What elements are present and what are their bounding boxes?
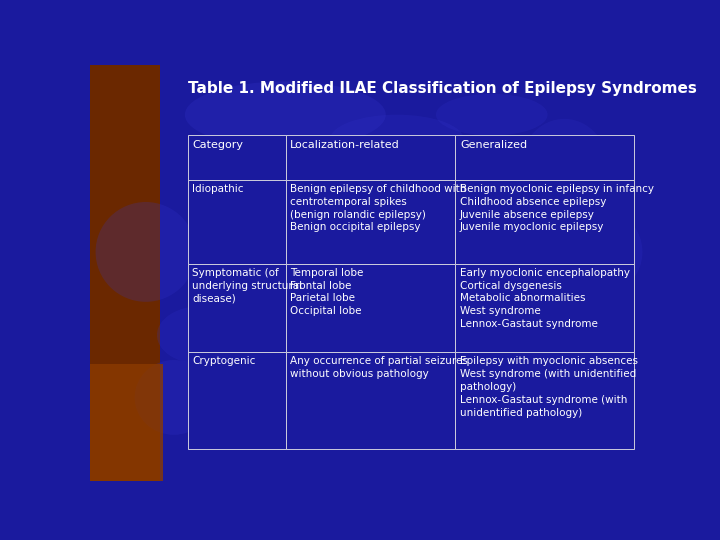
Text: Table 1. Modified ILAE Classification of Epilepsy Syndromes: Table 1. Modified ILAE Classification of…: [188, 81, 696, 96]
Text: Epilepsy with myoclonic absences
West syndrome (with unidentified
pathology)
Len: Epilepsy with myoclonic absences West sy…: [460, 356, 638, 417]
Text: Localization-related: Localization-related: [290, 140, 400, 150]
Text: Cryptogenic: Cryptogenic: [192, 356, 256, 367]
FancyBboxPatch shape: [456, 136, 634, 180]
Ellipse shape: [508, 302, 620, 368]
Text: Idiopathic: Idiopathic: [192, 184, 243, 194]
Text: Early myoclonic encephalopathy
Cortical dysgenesis
Metabolic abnormalities
West : Early myoclonic encephalopathy Cortical …: [460, 268, 630, 329]
FancyBboxPatch shape: [286, 136, 456, 180]
Ellipse shape: [96, 202, 196, 302]
FancyBboxPatch shape: [286, 180, 456, 264]
Ellipse shape: [436, 94, 547, 136]
FancyBboxPatch shape: [90, 65, 160, 481]
Ellipse shape: [520, 119, 609, 219]
Text: Generalized: Generalized: [460, 140, 527, 150]
Text: Temporal lobe
Frontal lobe
Parietal lobe
Occipital lobe: Temporal lobe Frontal lobe Parietal lobe…: [290, 268, 364, 316]
Text: Benign myoclonic epilepsy in infancy
Childhood absence epilepsy
Juvenile absence: Benign myoclonic epilepsy in infancy Chi…: [460, 184, 654, 232]
FancyBboxPatch shape: [456, 264, 634, 352]
FancyBboxPatch shape: [90, 364, 163, 481]
FancyBboxPatch shape: [456, 180, 634, 264]
FancyBboxPatch shape: [188, 352, 286, 449]
Text: Category: Category: [192, 140, 243, 150]
Ellipse shape: [157, 306, 246, 364]
Ellipse shape: [564, 210, 642, 294]
FancyBboxPatch shape: [456, 352, 634, 449]
Ellipse shape: [185, 82, 386, 148]
Ellipse shape: [330, 114, 464, 165]
FancyBboxPatch shape: [286, 352, 456, 449]
FancyBboxPatch shape: [286, 264, 456, 352]
FancyBboxPatch shape: [188, 264, 286, 352]
Text: Benign epilepsy of childhood with
centrotemporal spikes
(benign rolandic epileps: Benign epilepsy of childhood with centro…: [290, 184, 467, 232]
FancyBboxPatch shape: [188, 136, 286, 180]
Ellipse shape: [135, 360, 213, 435]
Text: Any occurrence of partial seizures
without obvious pathology: Any occurrence of partial seizures witho…: [290, 356, 468, 379]
Text: Symptomatic (of
underlying structural
disease): Symptomatic (of underlying structural di…: [192, 268, 302, 303]
FancyBboxPatch shape: [188, 180, 286, 264]
